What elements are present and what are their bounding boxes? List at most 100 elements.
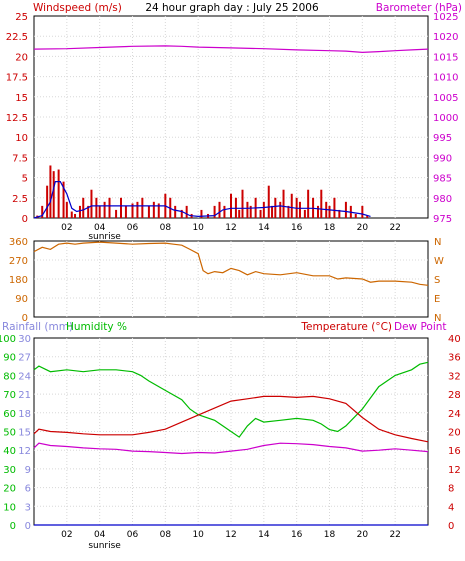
direction-compass-tick: W (434, 256, 444, 267)
direction-degree-tick: 270 (9, 256, 28, 267)
barometer-tick: 1020 (433, 32, 458, 43)
barometer-tick: 980 (433, 194, 452, 205)
bottom-x-tick: 16 (291, 530, 303, 540)
barometer-tick: 1005 (433, 93, 458, 104)
top-x-tick: 12 (225, 223, 236, 233)
middle-plot-frame (33, 240, 429, 318)
humidity-tick: 80 (3, 371, 16, 382)
sunrise-label: sunrise (88, 232, 121, 242)
temperature-tick: 16 (448, 446, 461, 457)
dew-point-line (33, 442, 429, 455)
top-grid (34, 16, 428, 218)
windspeed-tick: 12.5 (6, 113, 28, 124)
barometer-tick: 1000 (433, 113, 458, 124)
rainfall-tick: 0 (25, 521, 31, 532)
temperature-tick: 12 (448, 465, 461, 476)
sunrise-label-bottom: sunrise (88, 541, 121, 551)
direction-degree-tick: 180 (9, 275, 28, 286)
direction-compass-tick: E (434, 294, 440, 305)
rainfall-tick: 27 (18, 353, 31, 364)
rainfall-tick: 21 (18, 390, 31, 401)
humidity-tick: 30 (3, 465, 16, 476)
rainfall-tick: 24 (18, 371, 31, 382)
bottom-x-tick: 04 (94, 530, 106, 540)
windspeed-tick: 10 (15, 133, 28, 144)
humidity-tick: 10 (3, 502, 16, 513)
barometer-tick: 985 (433, 174, 452, 185)
rainfall-tick: 12 (18, 446, 31, 457)
temperature-tick: 20 (448, 428, 461, 439)
windspeed-tick: 2.5 (12, 194, 28, 205)
humidity-tick: 50 (3, 428, 16, 439)
top-x-tick: 22 (389, 223, 400, 233)
top-x-tick: 04 (94, 223, 106, 233)
wind-direction-line (33, 241, 429, 286)
bottom-x-tick: 02 (61, 530, 72, 540)
windspeed-tick: 5 (22, 174, 28, 185)
temperature-tick: 32 (448, 371, 461, 382)
windspeed-tick: 0 (22, 214, 28, 225)
humidity-tick: 100 (0, 334, 16, 345)
barometer-tick: 1025 (433, 12, 458, 23)
rainfall-tick: 9 (25, 465, 31, 476)
windspeed-tick: 7.5 (12, 153, 28, 164)
top-x-tick: 06 (127, 223, 139, 233)
bottom-x-tick: 20 (357, 530, 369, 540)
windspeed-tick: 22.5 (6, 32, 28, 43)
direction-compass-tick: N (434, 237, 441, 248)
temperature-tick: 36 (448, 353, 461, 364)
humidity-tick: 20 (3, 484, 16, 495)
bottom-x-tick: 14 (258, 530, 270, 540)
bottom-x-tick: 06 (127, 530, 139, 540)
top-x-tick: 20 (357, 223, 369, 233)
rainfall-axis-title: Rainfall (mm) (2, 321, 73, 333)
humidity-tick: 0 (10, 521, 16, 532)
rainfall-tick: 18 (18, 409, 31, 420)
windspeed-tick: 25 (15, 12, 28, 23)
top-x-tick: 02 (61, 223, 72, 233)
rainfall-tick: 15 (18, 428, 31, 439)
temperature-tick: 28 (448, 390, 461, 401)
right-axis-title: Barometer (hPa) (376, 2, 462, 14)
barometer-tick: 995 (433, 133, 452, 144)
barometer-tick: 1015 (433, 52, 458, 63)
rainfall-tick: 30 (18, 334, 31, 345)
humidity-tick: 40 (3, 446, 16, 457)
windspeed-tick: 17.5 (6, 73, 28, 84)
bottom-x-tick: 10 (192, 530, 204, 540)
top-x-tick: 10 (192, 223, 204, 233)
humidity-tick: 70 (3, 390, 16, 401)
direction-degree-tick: 360 (9, 237, 28, 248)
left-axis-title: Windspeed (m/s) (33, 2, 122, 14)
temperature-humidity-panel: Rainfall (mm)Humidity % Temperature (°C) D… (0, 321, 461, 551)
bottom-x-tick: 18 (324, 530, 336, 540)
temperature-tick: 24 (448, 409, 461, 420)
temperature-line (33, 395, 429, 443)
temperature-tick: 0 (448, 521, 454, 532)
direction-degree-tick: 0 (22, 313, 28, 324)
temperature-axis-title: Temperature (°C) (300, 321, 392, 333)
direction-degree-tick: 90 (15, 294, 28, 305)
humidity-tick: 60 (3, 409, 16, 420)
temperature-tick: 8 (448, 484, 454, 495)
barometer-tick: 1010 (433, 73, 458, 84)
humidity-tick: 90 (3, 353, 16, 364)
windspeed-tick: 20 (15, 52, 28, 63)
bottom-x-tick: 22 (389, 530, 400, 540)
humidity-axis-title: Humidity % (66, 321, 127, 333)
top-x-tick: 08 (160, 223, 172, 233)
barometer-tick: 990 (433, 153, 452, 164)
bottom-x-tick: 12 (225, 530, 236, 540)
top-x-tick: 18 (324, 223, 336, 233)
barometer-tick: 975 (433, 214, 452, 225)
rainfall-tick: 6 (25, 484, 31, 495)
windspeed-tick: 15 (15, 93, 28, 104)
temperature-tick: 4 (448, 502, 454, 513)
bottom-x-tick: 08 (160, 530, 172, 540)
humidity-line (33, 361, 429, 438)
wind-barometer-panel: Windspeed (m/s) 24 hour graph day : July … (6, 2, 462, 242)
temperature-tick: 40 (448, 334, 461, 345)
